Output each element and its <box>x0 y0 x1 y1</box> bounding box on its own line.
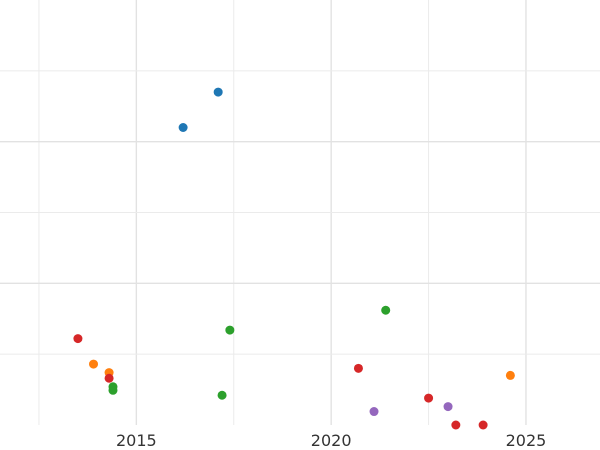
data-point <box>505 370 515 380</box>
data-point <box>443 402 453 412</box>
data-points <box>73 87 515 430</box>
data-point <box>451 420 461 430</box>
data-point <box>424 393 434 403</box>
grid <box>0 0 600 425</box>
x-tick-label: 2015 <box>116 431 157 450</box>
data-point <box>89 359 99 369</box>
data-point <box>353 363 363 373</box>
data-point <box>104 373 114 383</box>
x-tick-label: 2025 <box>506 431 547 450</box>
x-axis-ticks: 2015 2020 2025 <box>116 431 546 450</box>
data-point <box>225 325 235 335</box>
data-point <box>108 385 118 395</box>
data-point <box>73 334 83 344</box>
data-point <box>178 123 188 132</box>
data-point <box>213 87 223 97</box>
data-point <box>381 305 391 315</box>
x-tick-label: 2020 <box>311 431 352 450</box>
data-point <box>369 407 379 417</box>
data-point <box>217 390 227 400</box>
data-point <box>478 420 488 430</box>
